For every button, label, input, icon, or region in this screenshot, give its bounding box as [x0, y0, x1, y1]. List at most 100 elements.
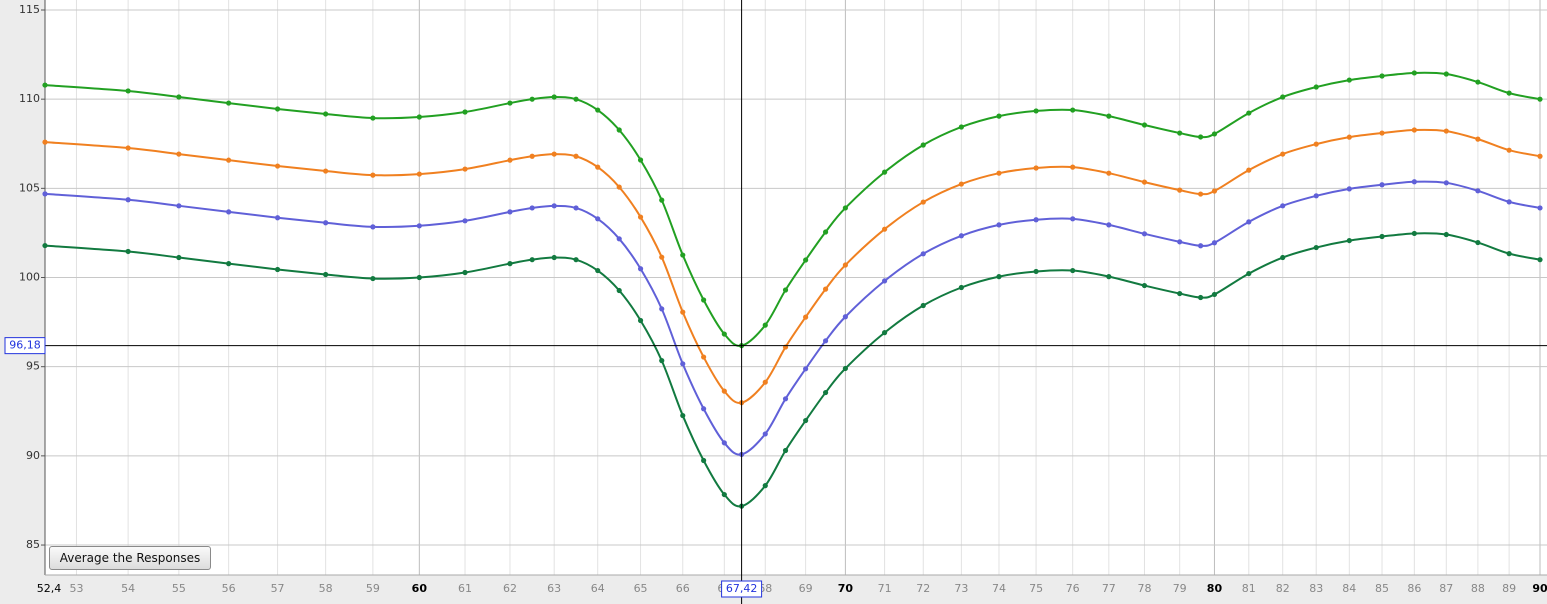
- data-point: [1070, 267, 1076, 274]
- data-point: [822, 286, 829, 292]
- data-point: [462, 218, 468, 224]
- data-point: [1537, 96, 1543, 102]
- x-tick-label: 66: [676, 582, 690, 595]
- data-point: [1177, 239, 1183, 245]
- data-point: [1280, 254, 1286, 261]
- data-point: [803, 366, 809, 372]
- data-point: [881, 330, 888, 336]
- x-tick-label: 84: [1342, 582, 1356, 595]
- data-point: [42, 191, 48, 197]
- data-point: [1379, 233, 1385, 240]
- data-point: [616, 184, 622, 190]
- y-tick-label: 100: [19, 271, 40, 284]
- data-point: [507, 100, 513, 106]
- data-point: [762, 379, 768, 385]
- data-point: [274, 106, 281, 112]
- data-point: [616, 127, 622, 133]
- data-point: [1280, 94, 1286, 100]
- data-point: [1537, 153, 1543, 159]
- data-point: [721, 491, 727, 498]
- data-point: [507, 261, 513, 267]
- x-tick-label: 55: [172, 582, 186, 595]
- data-point: [616, 287, 622, 294]
- crosshair-x-box: [721, 580, 763, 598]
- data-point: [1411, 70, 1417, 76]
- x-tick-label: 70: [838, 582, 854, 595]
- data-point: [1106, 222, 1112, 228]
- data-point: [920, 302, 926, 309]
- data-point: [721, 331, 727, 337]
- data-point: [762, 431, 768, 437]
- data-point: [996, 274, 1002, 280]
- data-point: [226, 209, 232, 215]
- data-point: [1280, 203, 1286, 209]
- data-point: [1198, 294, 1204, 301]
- data-point: [637, 214, 644, 220]
- data-point: [996, 222, 1002, 228]
- data-point: [1379, 182, 1385, 188]
- data-point: [573, 257, 579, 263]
- x-tick-label: 83: [1309, 582, 1323, 595]
- data-point: [842, 314, 848, 320]
- data-point: [1475, 136, 1481, 142]
- data-point: [1443, 231, 1449, 238]
- data-point: [1443, 71, 1449, 77]
- x-tick-label: 87: [1439, 582, 1453, 595]
- x-tick-label: 86: [1407, 582, 1421, 595]
- data-point: [1211, 240, 1218, 246]
- data-point: [551, 151, 557, 157]
- data-point: [822, 338, 829, 344]
- crosshair-x-label: 67,42: [726, 582, 758, 595]
- data-point: [1106, 274, 1112, 280]
- data-point: [1070, 107, 1076, 113]
- y-tick-label: 85: [26, 538, 40, 551]
- data-point: [637, 266, 644, 272]
- y-tick-label: 110: [19, 92, 40, 105]
- data-point: [1198, 134, 1204, 140]
- data-point: [659, 197, 665, 203]
- data-point: [1177, 130, 1183, 136]
- data-point: [1280, 151, 1286, 157]
- data-point: [721, 388, 727, 394]
- x-tick-label: 80: [1207, 582, 1223, 595]
- data-point: [551, 94, 557, 100]
- data-point: [1246, 110, 1252, 116]
- data-point: [881, 278, 888, 284]
- data-point: [1106, 113, 1112, 119]
- data-point: [1443, 128, 1449, 134]
- data-point: [958, 284, 964, 291]
- data-point: [462, 109, 468, 115]
- x-tick-label: 72: [916, 582, 930, 595]
- data-point: [1070, 164, 1076, 170]
- data-point: [176, 94, 182, 100]
- x-tick-label: 88: [1471, 582, 1485, 595]
- data-point: [42, 82, 48, 88]
- data-point: [1211, 188, 1218, 194]
- data-point: [595, 216, 601, 222]
- data-point: [1033, 268, 1039, 275]
- data-point: [1313, 141, 1319, 147]
- data-point: [881, 169, 888, 175]
- x-tick-label: 63: [547, 582, 561, 595]
- data-point: [842, 262, 848, 268]
- x-tick-label: 82: [1276, 582, 1290, 595]
- data-point: [701, 406, 707, 412]
- data-point: [659, 358, 665, 364]
- data-point: [416, 171, 422, 177]
- data-point: [595, 107, 601, 113]
- data-point: [125, 197, 131, 203]
- x-tick-label: 58: [319, 582, 333, 595]
- data-point: [680, 309, 686, 315]
- data-point: [529, 205, 535, 211]
- average-button[interactable]: Average the Responses: [49, 546, 211, 570]
- plot-area: [45, 0, 1547, 575]
- data-point: [274, 215, 281, 221]
- data-point: [1246, 270, 1252, 277]
- x-tick-label: 57: [271, 582, 285, 595]
- data-point: [1211, 291, 1218, 298]
- data-point: [1070, 216, 1076, 222]
- data-point: [176, 254, 182, 261]
- data-point: [1141, 179, 1148, 185]
- data-point: [637, 157, 644, 163]
